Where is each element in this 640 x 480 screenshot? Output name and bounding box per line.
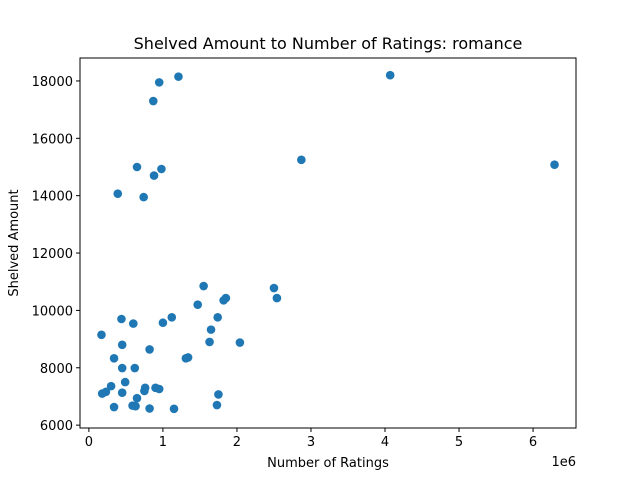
y-tick-label: 16000 (32, 132, 73, 147)
y-tick-label: 6000 (40, 419, 73, 434)
y-tick-label: 8000 (40, 362, 73, 377)
data-point (117, 388, 127, 398)
data-point (154, 384, 164, 394)
chart-title: Shelved Amount to Number of Ratings: rom… (134, 34, 523, 53)
data-point (272, 293, 282, 303)
data-point (140, 386, 149, 396)
data-point (117, 363, 127, 373)
plot-area (80, 58, 576, 428)
data-point (139, 192, 148, 202)
data-point (212, 400, 222, 410)
plot-frame (79, 57, 577, 429)
x-axis-label: Number of Ratings (267, 456, 389, 471)
data-point (145, 345, 154, 354)
data-point (117, 314, 126, 324)
x-tick-label: 3 (307, 435, 315, 450)
data-point (193, 300, 203, 309)
x-tick-label: 0 (85, 435, 93, 450)
data-point (169, 404, 179, 414)
data-point (213, 312, 222, 322)
data-point (205, 337, 214, 347)
data-point (167, 312, 177, 322)
x-offset-label: 1e6 (551, 455, 576, 470)
data-point (199, 281, 208, 291)
data-point (269, 283, 279, 293)
x-tick-label: 1 (159, 435, 167, 450)
ticks-layer: 0 1 2 3 4 5 6 6000 8000 10000 12000 14000 16000 18000 (32, 75, 538, 450)
data-point (235, 338, 245, 347)
data-point (117, 340, 127, 350)
data-point (174, 72, 183, 81)
data-point (109, 354, 119, 363)
y-tick-label: 10000 (32, 304, 73, 319)
data-point (132, 162, 142, 172)
data-point (219, 296, 228, 305)
data-point (130, 363, 140, 373)
points-layer (97, 70, 559, 414)
x-tick-label: 4 (381, 435, 389, 450)
data-point (158, 318, 168, 328)
data-point (214, 390, 223, 399)
data-point (109, 402, 119, 412)
y-tick-label: 18000 (32, 75, 73, 90)
data-point (206, 325, 216, 334)
data-point (148, 96, 158, 106)
data-point (113, 189, 123, 198)
y-axis-label: Shelved Amount (7, 189, 22, 296)
data-point (129, 319, 138, 328)
y-tick-label: 12000 (32, 247, 73, 262)
data-point (149, 171, 159, 180)
x-tick-label: 2 (233, 435, 241, 450)
data-point (97, 389, 107, 398)
x-tick-label: 5 (455, 435, 463, 450)
data-point (145, 404, 154, 413)
data-point (157, 164, 166, 174)
x-tick-label: 6 (529, 435, 537, 450)
data-point (131, 401, 140, 411)
data-point (550, 160, 559, 169)
data-point (97, 330, 106, 340)
data-point (154, 78, 164, 87)
data-point (181, 354, 191, 363)
data-point (106, 381, 116, 391)
data-point (297, 155, 306, 165)
data-point (385, 70, 395, 80)
data-point (132, 393, 142, 403)
y-tick-label: 14000 (32, 190, 73, 205)
data-point (120, 377, 130, 387)
